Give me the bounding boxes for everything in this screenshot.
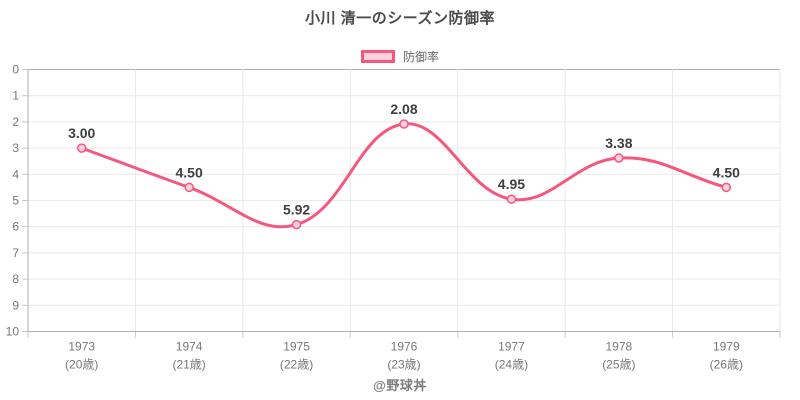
legend-swatch-icon xyxy=(360,50,395,63)
data-point-label: 3.38 xyxy=(605,135,632,151)
x-tick-label-age: (22歳) xyxy=(280,358,313,372)
data-point-label: 5.92 xyxy=(283,202,310,218)
watermark-credit: @野球丼 xyxy=(373,378,427,393)
x-tick-label-age: (20歳) xyxy=(65,358,98,372)
y-tick-label: 9 xyxy=(12,298,19,312)
data-point[interactable] xyxy=(721,182,732,193)
x-tick-label-year: 1976 xyxy=(391,340,418,354)
data-point[interactable] xyxy=(291,219,302,230)
data-point-label: 3.00 xyxy=(68,125,95,141)
data-point[interactable] xyxy=(614,153,624,163)
data-point-label: 4.50 xyxy=(176,164,203,180)
x-tick-label-year: 1979 xyxy=(713,340,740,354)
chart-title: 小川 清一のシーズン防御率 xyxy=(305,10,495,27)
x-tick-label-age: (23歳) xyxy=(387,358,420,372)
y-tick-label: 8 xyxy=(12,272,19,286)
data-point[interactable] xyxy=(506,194,517,204)
y-tick-label: 0 xyxy=(12,63,19,77)
x-tick-label-year: 1978 xyxy=(606,340,633,354)
x-tick-label-year: 1975 xyxy=(283,340,310,354)
legend-label: 防御率 xyxy=(402,50,439,64)
x-tick-label-age: (24歳) xyxy=(495,358,528,372)
data-point[interactable] xyxy=(399,119,409,129)
x-tick-label-year: 1973 xyxy=(68,340,95,354)
y-tick-label: 2 xyxy=(12,115,19,129)
legend: 防御率 xyxy=(0,48,800,65)
data-point[interactable] xyxy=(184,182,194,193)
y-tick-label: 6 xyxy=(12,220,19,234)
x-tick-label-age: (21歳) xyxy=(172,358,205,372)
x-tick-label-year: 1974 xyxy=(176,340,203,354)
y-tick-label: 5 xyxy=(12,194,19,208)
legend-item-era[interactable]: 防御率 xyxy=(360,48,439,65)
y-tick-label: 4 xyxy=(12,167,19,181)
data-point-label: 4.95 xyxy=(498,176,525,192)
y-tick-label: 1 xyxy=(12,89,19,103)
data-point[interactable] xyxy=(76,143,87,153)
y-tick-label: 7 xyxy=(12,246,19,260)
data-point-label: 4.50 xyxy=(713,164,740,180)
y-tick-label: 10 xyxy=(6,325,20,339)
x-tick-label-age: (26歳) xyxy=(710,358,743,372)
x-tick-label-year: 1977 xyxy=(498,340,525,354)
x-tick-label-age: (25歳) xyxy=(602,358,635,372)
y-tick-label: 3 xyxy=(12,141,19,155)
data-point-label: 2.08 xyxy=(390,101,417,117)
